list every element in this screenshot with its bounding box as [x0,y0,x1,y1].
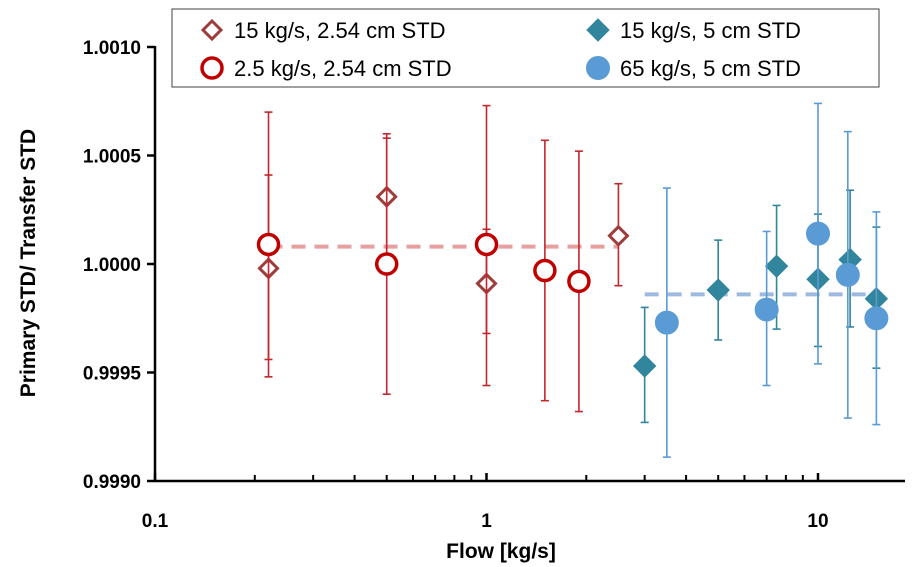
data-point [654,310,679,335]
data-point [474,232,499,257]
y-tick-label: 0.9990 [83,472,141,493]
series [654,102,889,458]
x-axis: 0.1 1 10 [142,473,905,532]
data-point [586,56,610,80]
data-point [200,18,224,42]
data-point [567,269,591,294]
data-point [835,262,860,287]
x-tick-label: 1 [481,511,492,532]
data-point [806,221,830,246]
legend-label: 65 kg/s, 5 cm STD [620,56,801,81]
legend-item: 2.5 kg/s, 2.54 cm STD [200,56,452,81]
legend-item: 65 kg/s, 5 cm STD [586,56,801,81]
data-point [754,297,779,322]
y-tick-label: 0.9995 [83,364,142,385]
x-tick-label: 0.1 [142,511,169,532]
legend-item: 15 kg/s, 5 cm STD [586,18,801,43]
y-axis: 0.9990 0.9995 1.0000 1.0005 1.0010 [83,38,157,493]
legend-label: 15 kg/s, 2.54 cm STD [234,18,446,43]
y-tick-label: 1.0000 [83,255,141,276]
y-axis-title: Primary STD/ Transfer STD [17,129,40,397]
data-point [374,252,399,276]
plot-area [256,102,889,458]
x-tick-label: 10 [807,511,828,532]
legend-label: 15 kg/s, 5 cm STD [620,18,801,43]
legend-item: 15 kg/s, 2.54 cm STD [200,18,446,43]
series [256,104,591,413]
legend: 15 kg/s, 2.54 cm STD 15 kg/s, 5 cm STD 2.5… [171,8,880,88]
data-point [256,232,281,257]
y-tick-label: 1.0005 [83,147,142,168]
data-point [200,56,224,80]
legend-box [171,8,880,88]
data-point [632,354,657,378]
data-point [706,278,730,302]
data-point [764,254,789,278]
y-tick-label: 1.0010 [83,38,141,59]
data-point [607,224,630,247]
series [257,137,630,361]
x-axis-title: Flow [kg/s] [446,540,556,563]
data-point [864,306,889,331]
legend-label: 2.5 kg/s, 2.54 cm STD [234,56,452,81]
data-point [533,258,557,283]
data-point [586,18,610,42]
